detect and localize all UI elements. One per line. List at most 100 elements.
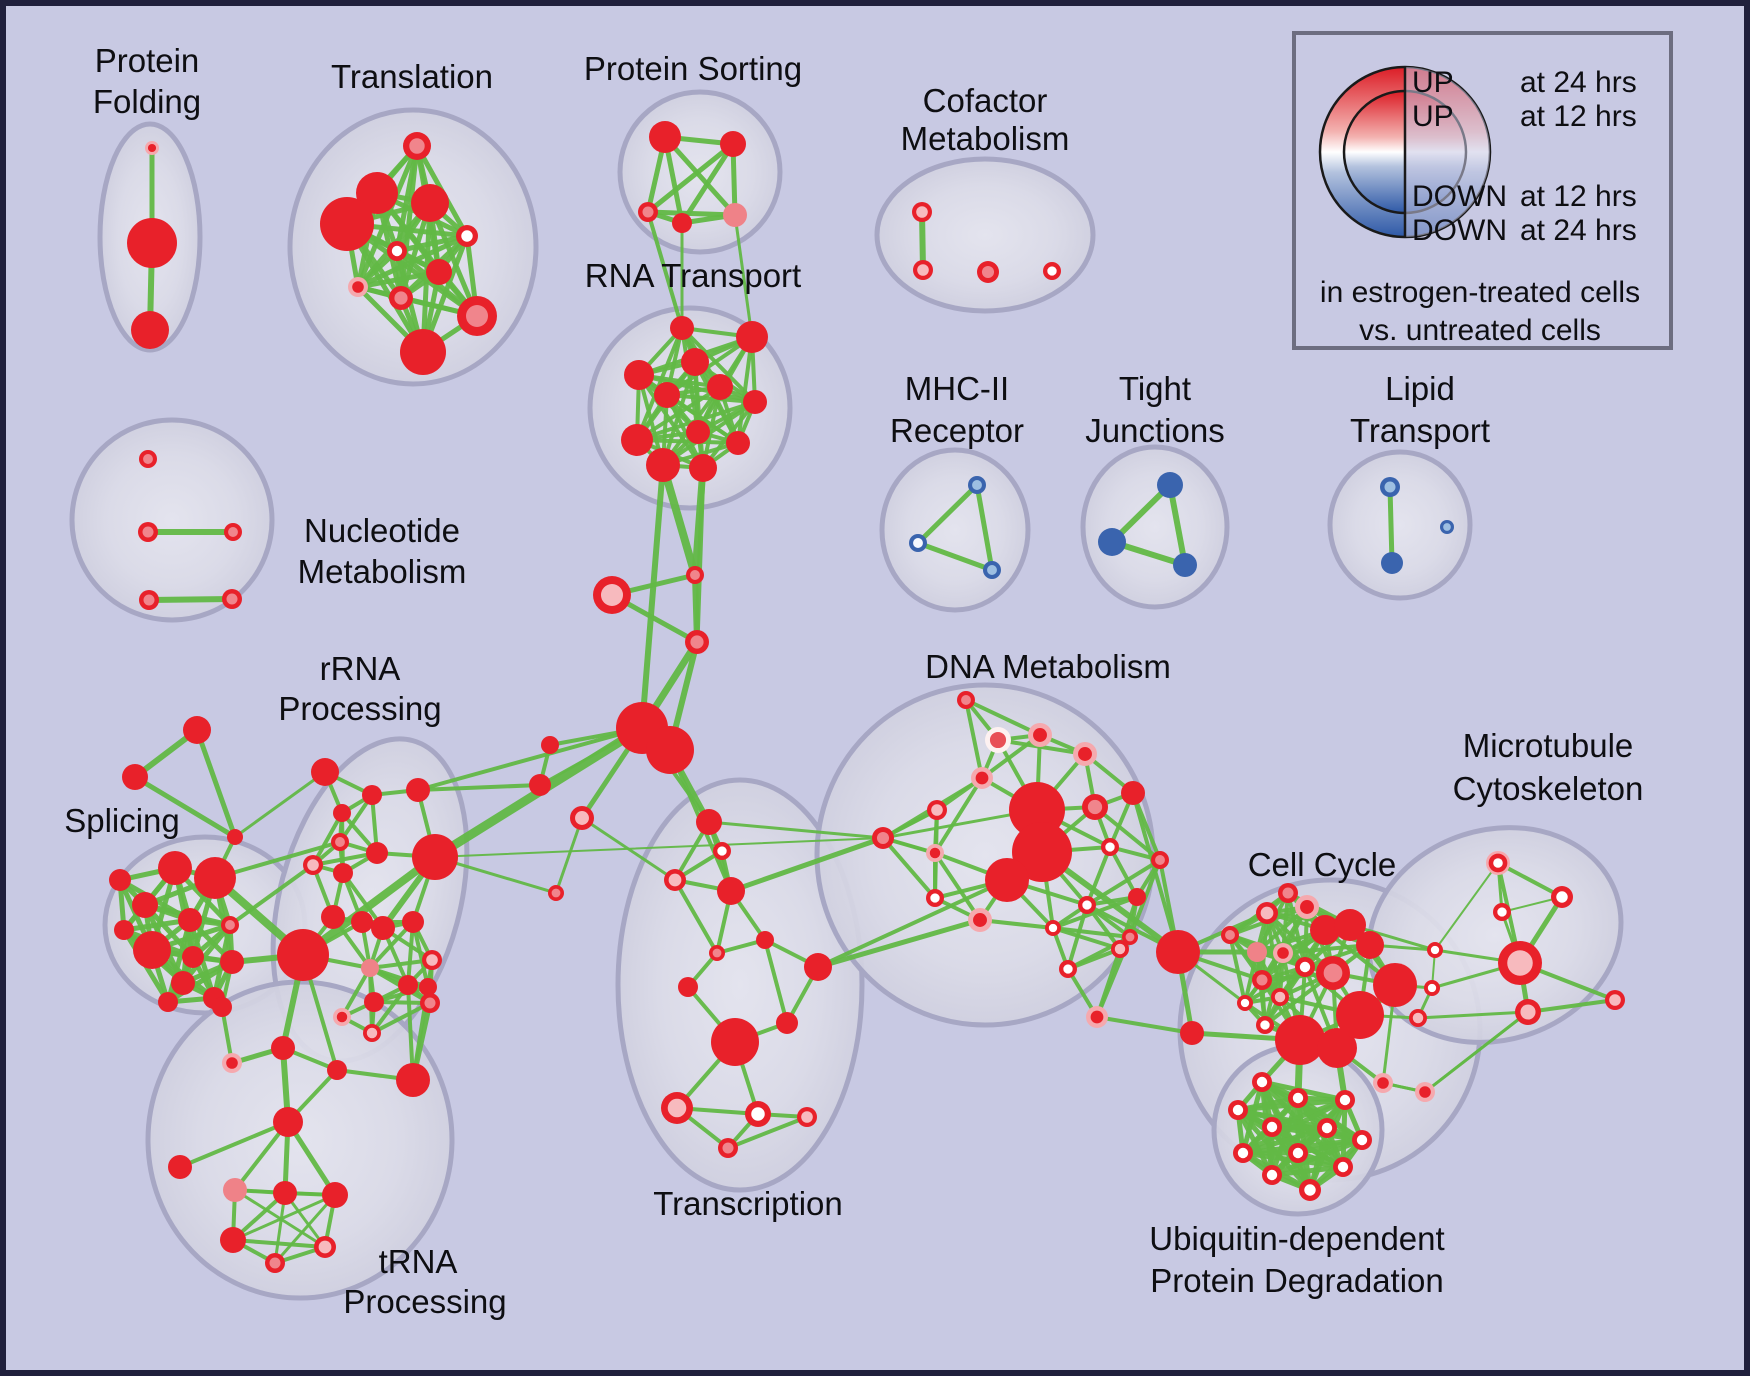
node-circle: [1128, 888, 1146, 906]
edge-protein-sorting: [679, 141, 736, 226]
node-circle: [1114, 943, 1126, 955]
network-node-red: [726, 431, 750, 455]
cluster-label: RNA Transport: [585, 257, 801, 294]
network-node-red: [720, 131, 746, 157]
node-circle: [320, 197, 374, 251]
node-circle: [271, 1036, 295, 1060]
node-circle: [1304, 1184, 1316, 1196]
network-node-red: [396, 1063, 430, 1097]
cluster-label: Metabolism: [901, 120, 1070, 157]
node-circle: [142, 526, 154, 538]
node-circle: [269, 1257, 281, 1269]
network-node-pink: [361, 959, 379, 977]
edge-tight-junctions: [1167, 482, 1188, 568]
network-node-rwhite: [1233, 1143, 1253, 1163]
node-circle: [131, 311, 169, 349]
node-circle: [575, 811, 589, 825]
node-circle: [364, 992, 384, 1012]
node-circle: [127, 218, 177, 268]
cluster-label: Processing: [343, 1283, 506, 1320]
network-node-halo: [333, 1008, 351, 1026]
node-circle: [1266, 1169, 1278, 1181]
node-circle: [361, 959, 379, 977]
network-node-rcore: [403, 132, 431, 160]
network-node-red: [273, 1181, 297, 1205]
network-node-rwhite: [1427, 942, 1443, 958]
node-circle: [529, 774, 551, 796]
node-circle: [133, 931, 171, 969]
network-node-rwhite: [456, 225, 478, 247]
network-node-halo: [1073, 742, 1097, 766]
edge-dna-metabolism: [980, 733, 1042, 780]
node-circle: [226, 593, 238, 605]
cluster-label: Folding: [93, 83, 201, 120]
node-circle: [1310, 915, 1340, 945]
network-node-rpink: [1605, 990, 1625, 1010]
node-circle: [624, 360, 654, 390]
legend-direction-label: UP: [1412, 66, 1454, 99]
edge-protein-sorting: [645, 141, 736, 215]
network-node-rwhite: [1551, 886, 1573, 908]
network-node-rcore: [138, 522, 158, 542]
network-node-rpink: [303, 855, 323, 875]
node-circle: [1180, 1021, 1204, 1045]
cluster-label: Processing: [278, 690, 441, 727]
node-circle: [327, 1060, 347, 1080]
node-circle: [1082, 900, 1092, 910]
node-circle: [1012, 822, 1072, 882]
network-node-rcore: [686, 566, 704, 584]
edge-dna-metabolism: [1051, 926, 1122, 951]
network-node-red: [171, 971, 195, 995]
node-circle: [917, 264, 929, 276]
network-node-red: [1180, 1021, 1204, 1045]
network-node-halo: [1373, 1073, 1393, 1093]
node-circle: [987, 565, 997, 575]
network-node-rpink: [1271, 988, 1289, 1006]
network-node-rcore: [420, 993, 440, 1013]
inter-cluster-edge: [434, 837, 884, 858]
network-node-red: [756, 931, 774, 949]
node-circle: [212, 997, 232, 1017]
node-circle: [336, 1011, 348, 1023]
legend-time-label: at 24 hrs: [1520, 214, 1637, 247]
node-circle: [1225, 930, 1235, 940]
network-node-rwhite: [1295, 957, 1315, 977]
node-circle: [1156, 930, 1200, 974]
edge-rna-transport: [635, 438, 740, 445]
network-node-pink: [723, 203, 747, 227]
node-circle: [311, 758, 339, 786]
network-node-red: [127, 218, 177, 268]
network-node-halo: [1028, 723, 1052, 747]
node-circle: [1282, 887, 1294, 899]
network-node-rwhite: [1335, 1090, 1355, 1110]
network-node-red: [711, 1018, 759, 1066]
network-node-red: [398, 975, 418, 995]
node-circle: [182, 946, 204, 968]
network-node-red: [178, 908, 202, 932]
cluster-label: Tight: [1119, 370, 1191, 407]
network-node-red: [689, 454, 717, 482]
edge-microtubule-cytoskeleton: [1526, 998, 1617, 1014]
network-node-red: [1310, 915, 1340, 945]
network-node-blue: [1098, 528, 1126, 556]
node-circle: [707, 374, 733, 400]
cluster-label: Receptor: [890, 412, 1024, 449]
cluster-label: DNA Metabolism: [925, 648, 1171, 685]
node-circle: [756, 931, 774, 949]
network-node-blight: [1440, 520, 1454, 534]
node-circle: [424, 997, 436, 1009]
node-circle: [551, 888, 561, 898]
network-node-whalo: [985, 727, 1011, 753]
node-circle: [1377, 1077, 1389, 1089]
network-node-pink: [1247, 942, 1267, 962]
edge-rna-transport: [701, 400, 757, 470]
node-circle: [1256, 974, 1268, 986]
network-node-halo: [1086, 1006, 1108, 1028]
node-circle: [227, 829, 243, 845]
node-circle: [776, 1012, 798, 1034]
node-circle: [147, 143, 157, 153]
network-node-rpink: [1409, 1009, 1427, 1027]
node-circle: [929, 847, 941, 859]
network-node-halo: [968, 908, 992, 932]
